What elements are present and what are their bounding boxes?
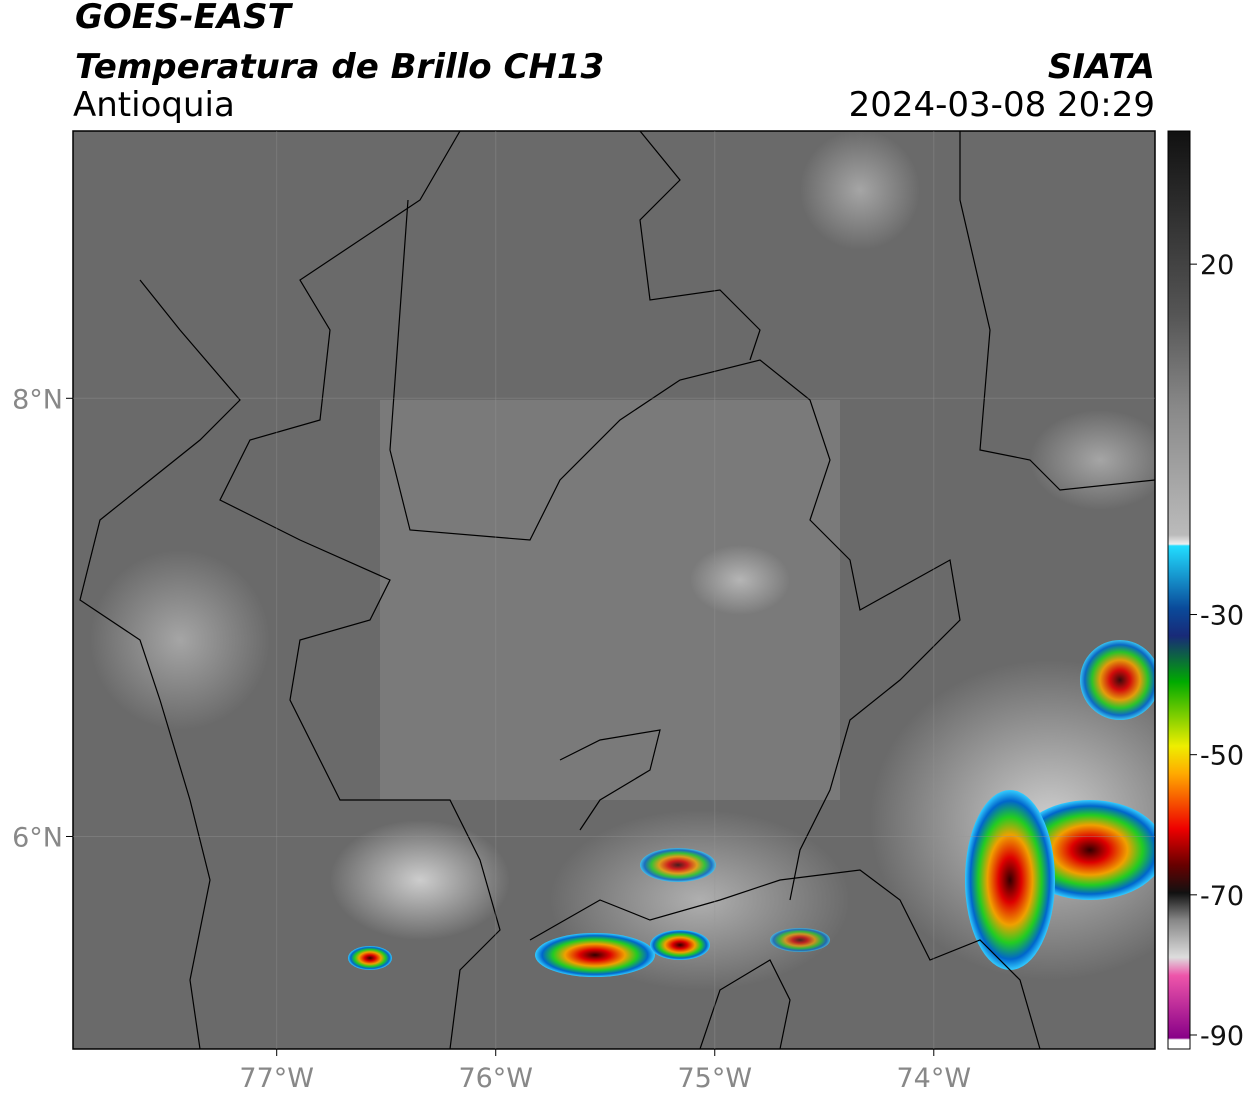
subtitle: Temperatura de Brillo CH13 — [75, 47, 604, 87]
colorbar-tick-label: -90 — [1200, 1021, 1244, 1052]
colorbar-tick-label: 20 — [1200, 250, 1234, 281]
colorbar-tick-label: -70 — [1200, 881, 1244, 912]
colorbar — [1167, 130, 1191, 1050]
x-tick-label: 74°W — [897, 1063, 972, 1094]
source: SIATA — [1048, 47, 1155, 87]
datetime: 2024-03-08 20:29 — [849, 85, 1155, 125]
colorbar-tick-label: -30 — [1200, 601, 1244, 632]
y-tick-label: 6°N — [12, 822, 63, 853]
title: GOES-EAST — [75, 0, 294, 37]
axes: 77°W 76°W 75°W 74°W 8°N 6°N 20 -30 -50 -70 -90 — [12, 131, 1244, 1094]
x-tick-label: 76°W — [458, 1063, 533, 1094]
x-tick-label: 75°W — [677, 1063, 752, 1094]
region: Antioquia — [73, 85, 235, 125]
y-tick-label: 8°N — [12, 384, 63, 415]
x-tick-label: 77°W — [239, 1063, 314, 1094]
satellite-image — [73, 131, 1155, 1049]
colorbar-tick-label: -50 — [1200, 741, 1244, 772]
map-frame — [72, 130, 1156, 1050]
